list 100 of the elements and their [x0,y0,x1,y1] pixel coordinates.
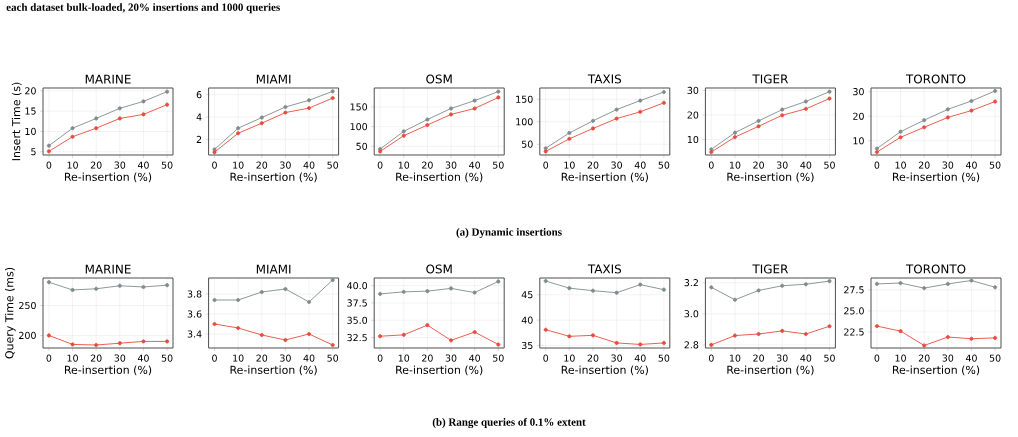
point [922,343,927,348]
y-tick-label: 3.6 [187,310,202,318]
point [94,126,99,131]
point [472,290,477,295]
point [46,280,51,285]
x-tick-label: 40 [137,354,149,362]
x-tick-label: 0 [708,354,714,362]
y-tick-label: 3.4 [187,330,202,338]
y-tick-label: 250 [19,301,36,310]
point [401,133,406,138]
point [756,288,761,293]
x-tick-label: 40 [634,354,646,362]
x-tick-label: 10 [729,161,741,169]
point [307,331,312,337]
y-tick-label: 4 [196,113,202,121]
point [70,342,75,347]
x-tick-label: 10 [398,161,410,169]
point [898,135,903,140]
point [614,107,619,112]
point [70,287,75,293]
y-tick-label: 10 [853,137,864,145]
point [922,286,927,291]
x-tick-label: 20 [256,161,268,169]
x-tick-label: 50 [327,161,339,169]
point [590,126,596,131]
point [969,98,974,104]
x-axis-title: Re-insertion (%) [561,172,648,183]
point [756,124,761,129]
x-tick-label: 50 [989,354,1001,362]
y-tick-label: 10 [687,135,699,144]
x-axis-title: Re-insertion (%) [230,172,317,183]
point [567,286,572,291]
point [993,285,998,290]
chart-title: TIGER [752,74,789,84]
point [236,131,241,136]
x-tick-label: 20 [753,161,764,169]
point [70,126,75,131]
x-axis-title: Re-insertion (%) [561,365,648,376]
point [165,102,170,107]
point [330,342,335,348]
y-tick-label: 3.8 [187,290,202,298]
x-tick-label: 20 [422,161,433,169]
x-tick-label: 20 [918,354,930,362]
point [70,134,75,139]
point [614,116,619,121]
point [827,279,832,284]
y-tick-label: 20 [25,87,36,95]
chart-title: MIAMI [256,74,291,84]
x-tick-label: 0 [377,161,383,169]
x-tick-label: 50 [161,161,173,169]
x-tick-label: 20 [256,354,268,362]
point [259,289,264,295]
point [638,282,643,287]
point [780,107,785,112]
y-tick-label: 100 [516,118,533,126]
y-tick-label: 6 [196,91,202,99]
point [46,333,51,338]
x-tick-label: 30 [445,354,457,362]
x-tick-label: 20 [422,354,433,362]
y-tick-label: 32.5 [347,334,367,342]
point [756,331,761,337]
x-tick-label: 0 [212,354,217,362]
x-tick-label: 0 [874,161,880,169]
point [212,297,217,303]
y-tick-label: 200 [19,331,36,340]
chart-title: TAXIS [587,74,622,84]
x-tick-label: 50 [989,161,1001,169]
x-tick-label: 40 [469,354,481,362]
point [709,285,714,290]
x-tick-label: 10 [895,161,906,169]
point [756,118,761,123]
point [117,106,122,111]
point [425,323,430,328]
x-axis-title: Re-insertion (%) [396,365,483,376]
x-tick-label: 20 [90,161,102,169]
x-tick-label: 30 [114,354,126,362]
point [922,118,927,123]
y-tick-label: 20 [853,112,864,120]
point [661,90,666,95]
point [401,332,406,337]
x-tick-label: 30 [114,161,126,169]
y-tick-label: 150 [516,95,533,103]
chart-title: TORONTO [905,74,966,84]
point [780,283,785,288]
x-tick-label: 40 [469,161,481,169]
x-tick-label: 0 [543,354,549,362]
chart-title: OSM [426,264,452,274]
point [590,288,596,293]
point [661,340,666,345]
point [874,150,879,155]
x-axis-title: Re-insertion (%) [892,172,980,183]
point [46,149,51,154]
x-axis-title: Re-insertion (%) [396,172,483,183]
x-tick-label: 50 [493,354,504,362]
point [993,99,998,104]
point [141,112,146,117]
point [898,329,903,334]
x-tick-label: 20 [753,354,764,362]
point [993,88,998,93]
point [117,283,122,288]
